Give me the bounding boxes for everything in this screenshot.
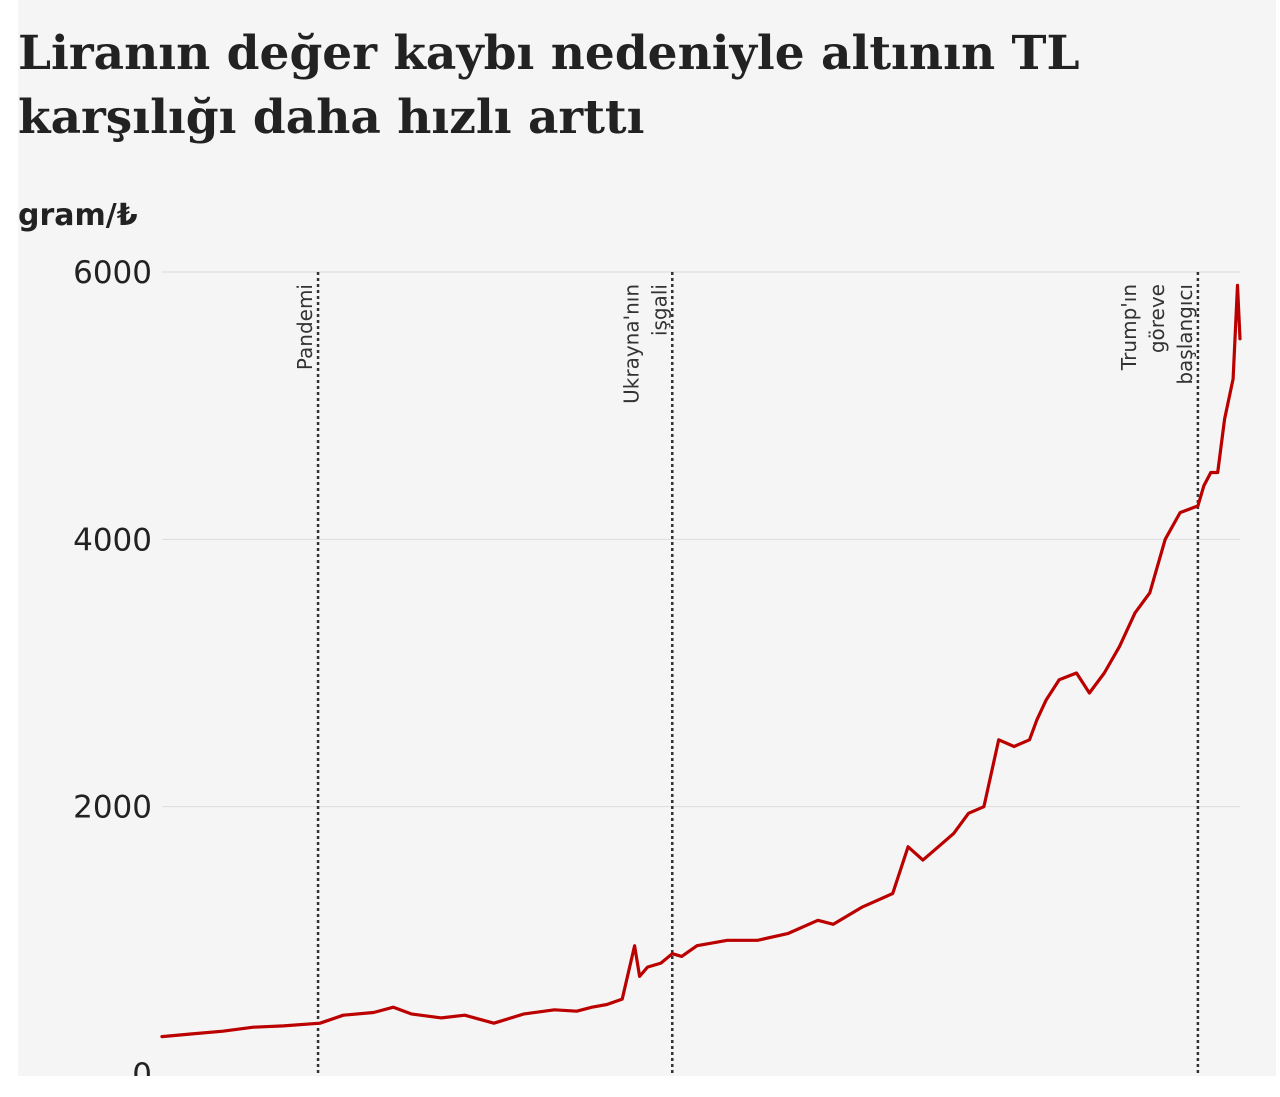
chart-panel: Liranın değer kaybı nedeniyle altının TL… [18,0,1276,1076]
y-tick-label-2000: 2000 [73,790,152,826]
annotation-label-3: Trump'ın göreve başlangıcı [1117,284,1197,385]
annotation-label-1: Pandemi [293,284,317,370]
series-line-1 [160,283,1242,1039]
chart-title: Liranın değer kaybı nedeniyle altının TL… [18,26,1080,145]
y-axis-label: gram/₺ [18,198,138,233]
annotation-label-2: Ukrayna'nın işgali [619,284,671,404]
y-tick-label-0: 0 [132,1057,152,1076]
y-tick-label-6000: 6000 [73,255,152,291]
line-chart: 0 2000 4000 6000 Pandemi Ukrayna'nın işgali Tru… [73,255,1242,1076]
y-tick-label-4000: 4000 [73,522,152,558]
